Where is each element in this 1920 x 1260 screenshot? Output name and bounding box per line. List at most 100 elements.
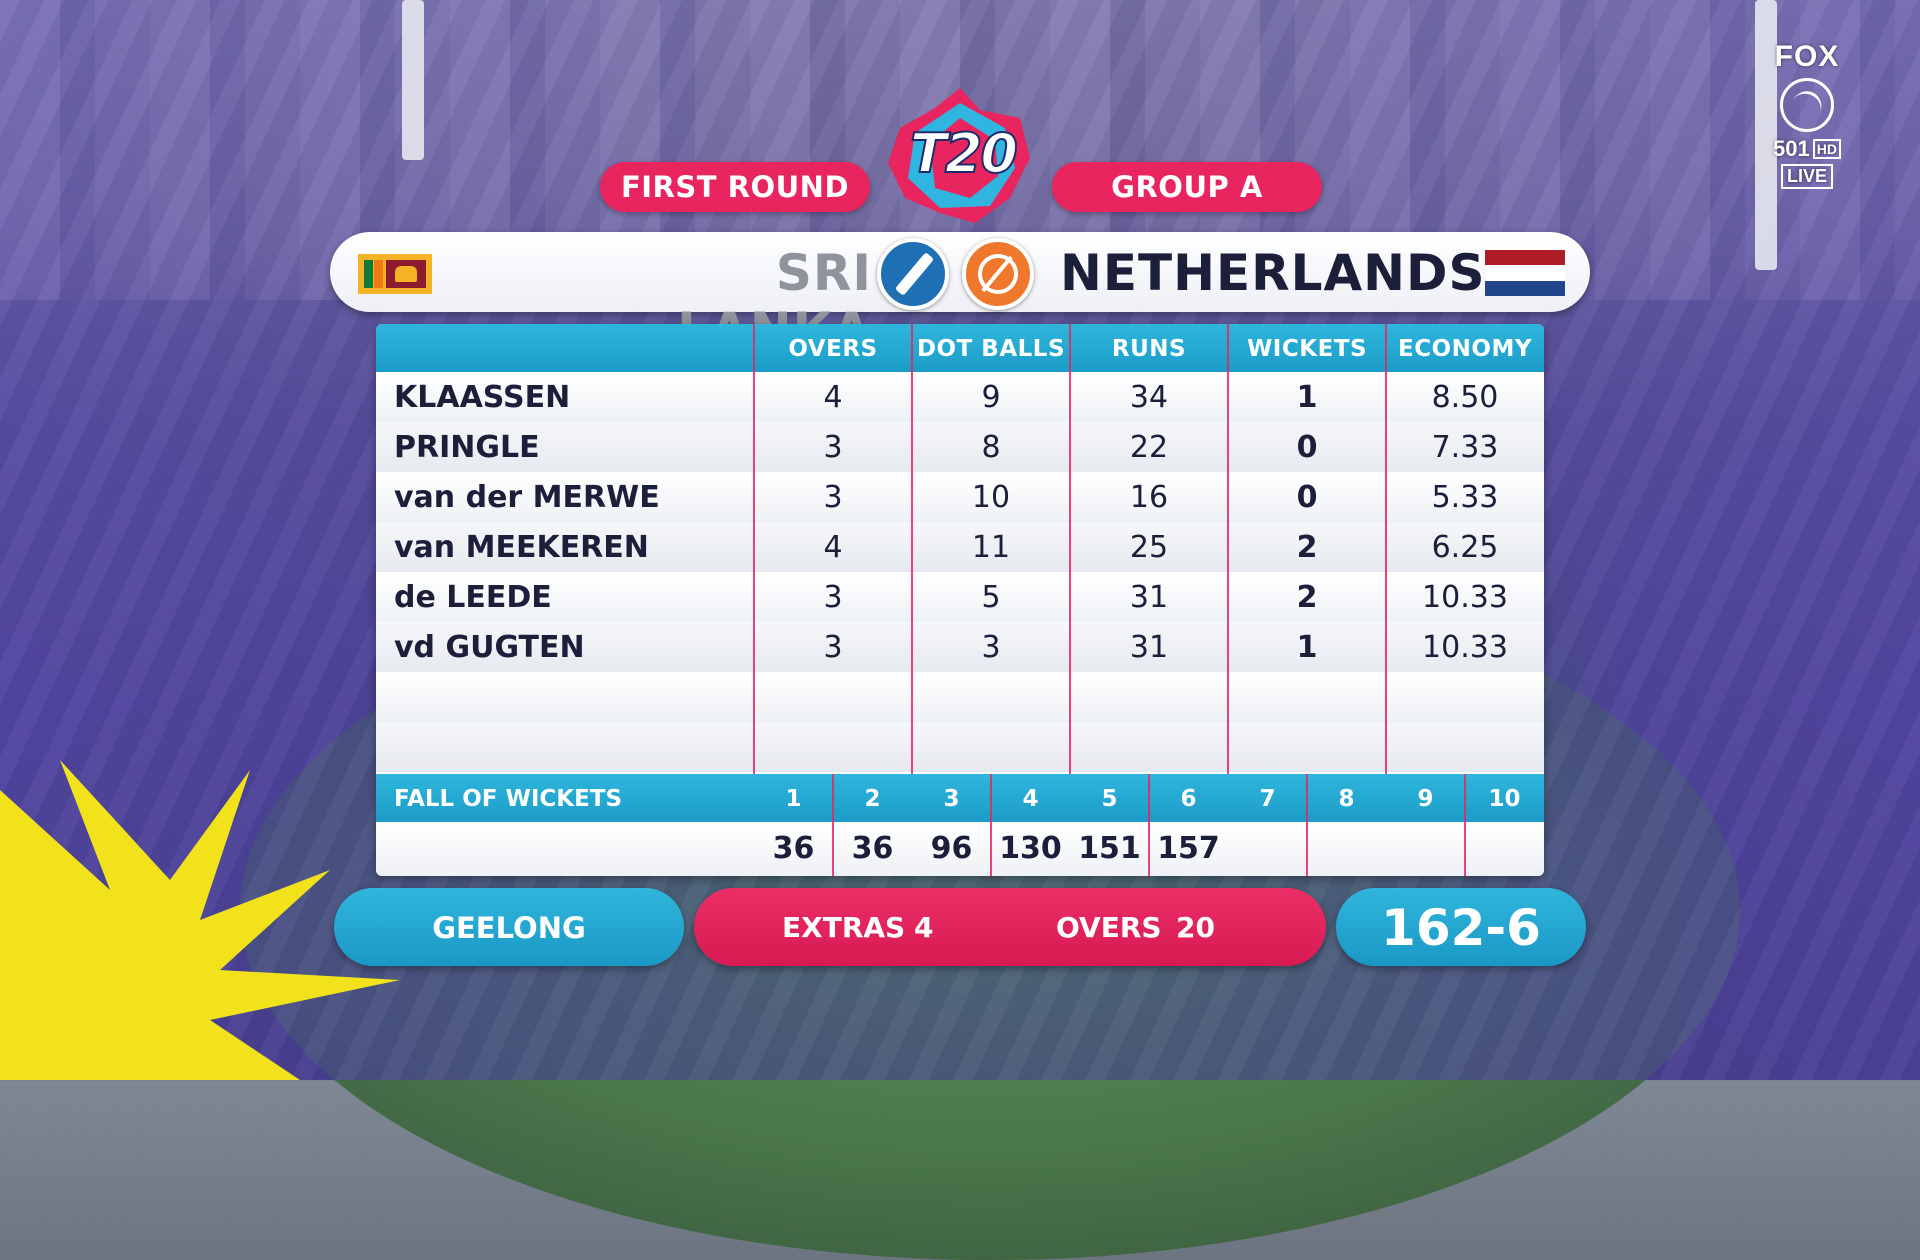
- table-header: OVERS DOT BALLS RUNS WICKETS ECONOMY: [376, 324, 1544, 372]
- wicket-score: 151: [1078, 831, 1141, 866]
- economy-cell: 10.33: [1422, 630, 1508, 665]
- column-divider: [911, 324, 913, 876]
- wicket-score: 36: [851, 831, 894, 866]
- economy-cell: 8.50: [1431, 380, 1499, 415]
- bat-icon: [877, 238, 949, 310]
- fow-divider: [990, 774, 992, 876]
- wicket-number: 8: [1338, 786, 1355, 812]
- overs-cell: 3: [823, 580, 843, 615]
- channel-number: 501 HD: [1773, 136, 1841, 162]
- wicket-number: 1: [785, 786, 802, 812]
- overs-cell: 4: [823, 380, 843, 415]
- runs-cell: 34: [1129, 380, 1169, 415]
- fall-of-wickets-scores: 36 36 96 130 151 157: [376, 822, 1544, 876]
- table-row: van MEEKEREN 4 11 25 2 6.25: [376, 522, 1544, 572]
- bowler-name: PRINGLE: [394, 430, 540, 465]
- network-brand: FOX: [1774, 40, 1840, 73]
- column-header-overs: OVERS: [788, 336, 878, 362]
- wickets-cell: 1: [1296, 630, 1318, 665]
- wicket-score: 96: [930, 831, 973, 866]
- table-row: de LEEDE 3 5 31 2 10.33: [376, 572, 1544, 622]
- sri-lanka-flag-icon: [358, 254, 432, 294]
- extras-label: EXTRAS: [782, 911, 906, 944]
- column-header-wickets: WICKETS: [1246, 336, 1368, 362]
- bowler-name: KLAASSEN: [394, 380, 571, 415]
- runs-cell: 31: [1129, 580, 1169, 615]
- dot-balls-cell: 10: [971, 480, 1011, 515]
- t20-logo-icon: [888, 88, 1030, 223]
- starburst-graphic: [0, 760, 400, 1080]
- column-header-runs: RUNS: [1111, 336, 1187, 362]
- extras-overs-bar: EXTRAS 4 OVERS 20: [694, 888, 1326, 966]
- wicket-number: 2: [864, 786, 881, 812]
- runs-cell: 31: [1129, 630, 1169, 665]
- bowler-name: de LEEDE: [394, 580, 552, 615]
- wickets-cell: 2: [1296, 580, 1318, 615]
- hd-badge: HD: [1812, 139, 1841, 159]
- wickets-cell: 1: [1296, 380, 1318, 415]
- netherlands-flag-icon: [1485, 250, 1565, 296]
- floodlight-right: [1755, 0, 1777, 270]
- overs-value: 20: [1176, 911, 1215, 944]
- table-row: KLAASSEN 4 9 34 1 8.50: [376, 372, 1544, 422]
- column-header-dot-balls: DOT BALLS: [916, 336, 1066, 362]
- network-logo: FOX 501 HD LIVE: [1762, 40, 1852, 220]
- bowler-name: van MEEKEREN: [394, 530, 649, 565]
- wicket-score: 157: [1157, 831, 1220, 866]
- fow-divider: [1148, 774, 1150, 876]
- wicket-number: 5: [1101, 786, 1118, 812]
- ball-icon: [962, 238, 1034, 310]
- wicket-score: [1386, 822, 1465, 876]
- wicket-score: [1307, 822, 1386, 876]
- fow-divider: [1464, 774, 1466, 876]
- table-row: vd GUGTEN 3 3 31 1 10.33: [376, 622, 1544, 672]
- group-pill: GROUP A: [1052, 162, 1322, 212]
- wicket-number: 6: [1180, 786, 1197, 812]
- wicket-number: 3: [943, 786, 960, 812]
- cricket-ball-icon: [1780, 78, 1834, 132]
- wickets-cell: 0: [1296, 480, 1318, 515]
- live-badge: LIVE: [1780, 164, 1833, 189]
- column-divider: [1385, 324, 1387, 876]
- extras-value: 4: [914, 911, 934, 944]
- round-pill: FIRST ROUND: [600, 162, 870, 212]
- bowler-name: van der MERWE: [394, 480, 660, 515]
- runs-cell: 22: [1129, 430, 1169, 465]
- wickets-cell: 2: [1296, 530, 1318, 565]
- dot-balls-cell: 5: [981, 580, 1001, 615]
- fall-of-wickets-label: FALL OF WICKETS: [394, 786, 623, 812]
- wicket-number: 4: [1022, 786, 1039, 812]
- column-divider: [753, 324, 755, 876]
- dot-balls-cell: 11: [971, 530, 1011, 565]
- bowler-name: vd GUGTEN: [394, 630, 585, 665]
- table-row-empty: [376, 672, 1544, 722]
- wicket-score: [1228, 822, 1307, 876]
- wicket-number: 7: [1259, 786, 1276, 812]
- column-divider: [1227, 324, 1229, 876]
- wicket-score: 36: [772, 831, 815, 866]
- table-row-empty: [376, 722, 1544, 772]
- dot-balls-cell: 3: [981, 630, 1001, 665]
- team-bar: SRI LANKA NETHERLANDS: [330, 232, 1590, 360]
- wickets-cell: 0: [1296, 430, 1318, 465]
- wicket-number: 10: [1488, 786, 1521, 812]
- bowling-team-name: NETHERLANDS: [1060, 244, 1486, 302]
- table-row: PRINGLE 3 8 22 0 7.33: [376, 422, 1544, 472]
- total-score: 162-6: [1336, 888, 1586, 966]
- overs-cell: 3: [823, 630, 843, 665]
- fow-divider: [832, 774, 834, 876]
- overs-label: OVERS: [1056, 911, 1162, 944]
- venue-pill: GEELONG: [334, 888, 684, 966]
- column-divider: [1069, 324, 1071, 876]
- table-row: van der MERWE 3 10 16 0 5.33: [376, 472, 1544, 522]
- dot-balls-cell: 8: [981, 430, 1001, 465]
- economy-cell: 5.33: [1431, 480, 1499, 515]
- wicket-score: 130: [999, 831, 1062, 866]
- channel-number-text: 501: [1773, 136, 1810, 161]
- wicket-score: [1465, 822, 1544, 876]
- column-header-economy: ECONOMY: [1398, 336, 1532, 362]
- fow-divider: [1306, 774, 1308, 876]
- floodlight-left: [402, 0, 424, 160]
- overs-cell: 3: [823, 430, 843, 465]
- fall-of-wickets-header: FALL OF WICKETS 1 2 3 4 5 6 7 8 9 10: [376, 774, 1544, 822]
